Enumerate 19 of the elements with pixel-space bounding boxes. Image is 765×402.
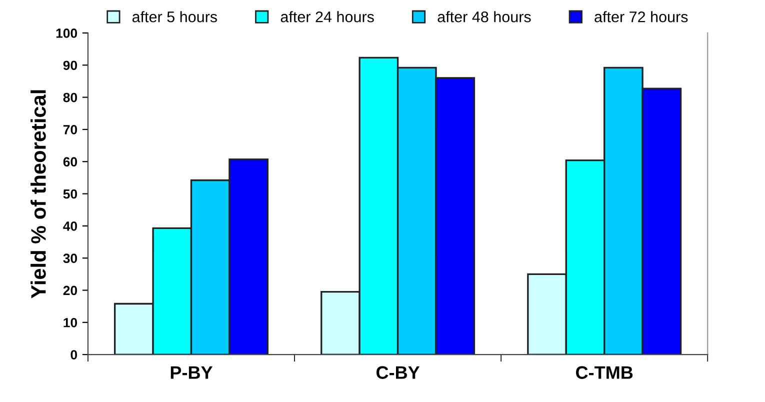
- legend-label: after 5 hours: [132, 11, 218, 22]
- y-tick-label: 70: [63, 125, 78, 134]
- x-tick-label: P-BY: [170, 366, 213, 379]
- legend-label: after 24 hours: [280, 11, 374, 22]
- y-tick-label: 50: [63, 189, 78, 199]
- y-tick-label: 80: [63, 92, 78, 102]
- y-tick-label: 10: [64, 318, 78, 328]
- y-tick-label: 100: [56, 28, 78, 38]
- y-tick-label: 0: [70, 350, 78, 360]
- y-tick-label: 60: [63, 157, 78, 167]
- y-tick-label: 20: [63, 286, 78, 296]
- y-tick-label: 90: [63, 60, 78, 70]
- legend-label: after 48 hours: [438, 11, 531, 22]
- x-tick-label: C-BY: [376, 366, 420, 379]
- y-tick-label: 40: [63, 221, 78, 231]
- y-axis-title: Yield % of theoretical: [30, 90, 46, 298]
- legend-label: after 72 hours: [594, 11, 688, 22]
- y-tick-label: 30: [63, 254, 78, 264]
- x-tick-label: C-TMB: [576, 366, 633, 379]
